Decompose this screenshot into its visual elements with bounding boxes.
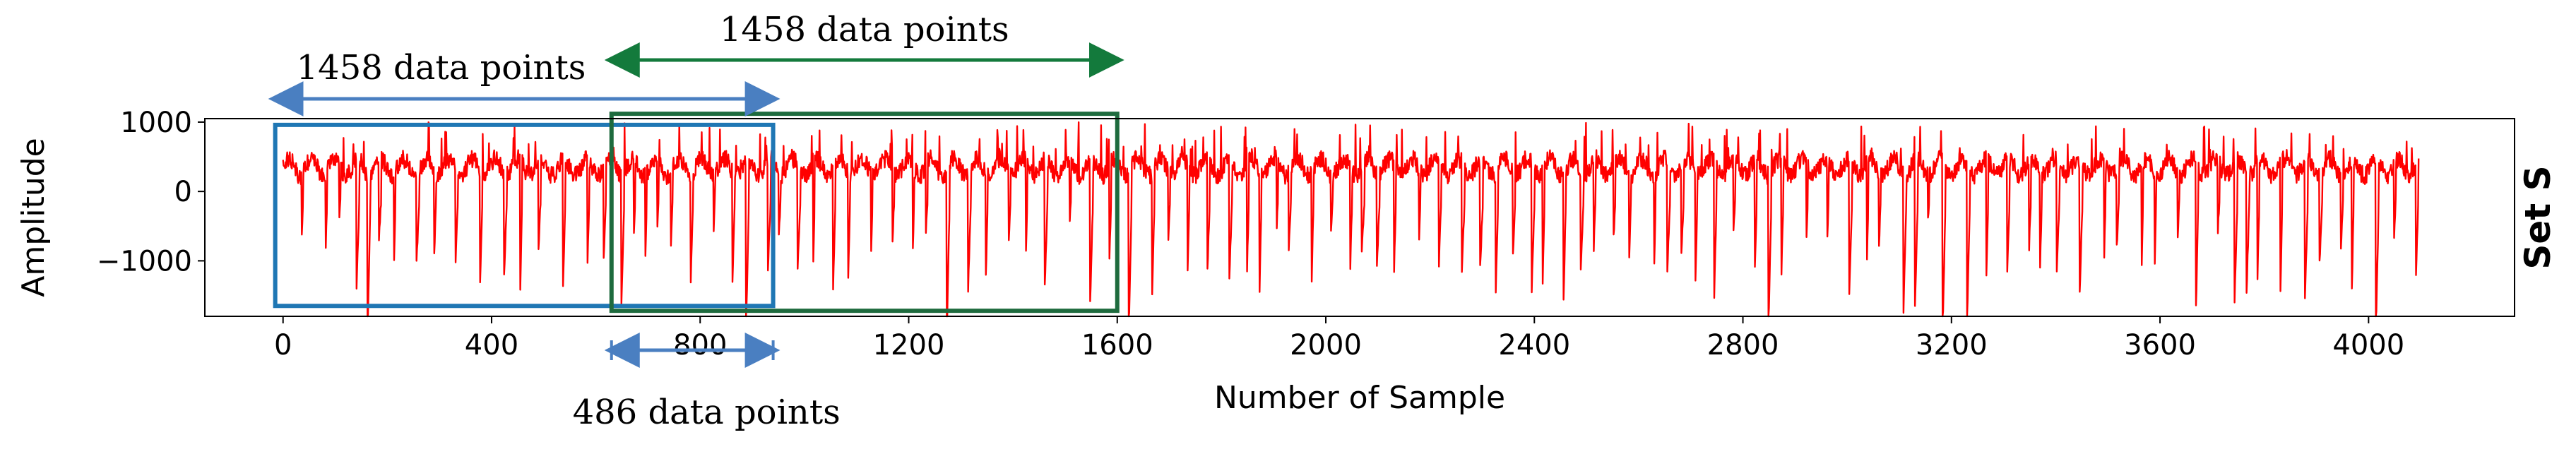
x-tick-label: 2000 bbox=[1290, 329, 1362, 362]
x-tick-label: 800 bbox=[673, 329, 727, 362]
annotation-layer: 1458 data points 1458 data points 486 data… bbox=[268, 10, 1124, 432]
annotation-label-2: 1458 data points bbox=[720, 10, 1009, 49]
x-tick-label: 1200 bbox=[873, 329, 945, 362]
y-axis-title: Amplitude bbox=[16, 138, 52, 297]
x-tick-label: 0 bbox=[274, 329, 292, 362]
window-box-2 bbox=[609, 112, 1120, 313]
signal-line-layer bbox=[282, 121, 2420, 318]
x-axis-title: Number of Sample bbox=[1214, 380, 1505, 416]
x-tick-label: 2800 bbox=[1707, 329, 1779, 362]
plot-frame bbox=[204, 118, 2515, 317]
x-tick-label: 2400 bbox=[1498, 329, 1570, 362]
x-tick-label: 3600 bbox=[2124, 329, 2196, 362]
x-tick-label: 400 bbox=[465, 329, 518, 362]
y-tick-label: −1000 bbox=[97, 245, 192, 277]
annotation-label-1: 1458 data points bbox=[297, 48, 586, 88]
x-tick-label: 3200 bbox=[1916, 329, 1988, 362]
x-tick-label: 1600 bbox=[1081, 329, 1153, 362]
y-tick-label: 0 bbox=[174, 176, 192, 208]
window-box-1 bbox=[273, 122, 776, 309]
annotation-label-3: 486 data points bbox=[573, 393, 841, 432]
window-box-layer bbox=[273, 112, 1120, 313]
y-tick-label: 1000 bbox=[120, 107, 192, 139]
set-label: Set S bbox=[2517, 165, 2558, 269]
x-tick-label: 4000 bbox=[2332, 329, 2404, 362]
signal-line bbox=[282, 121, 2420, 318]
